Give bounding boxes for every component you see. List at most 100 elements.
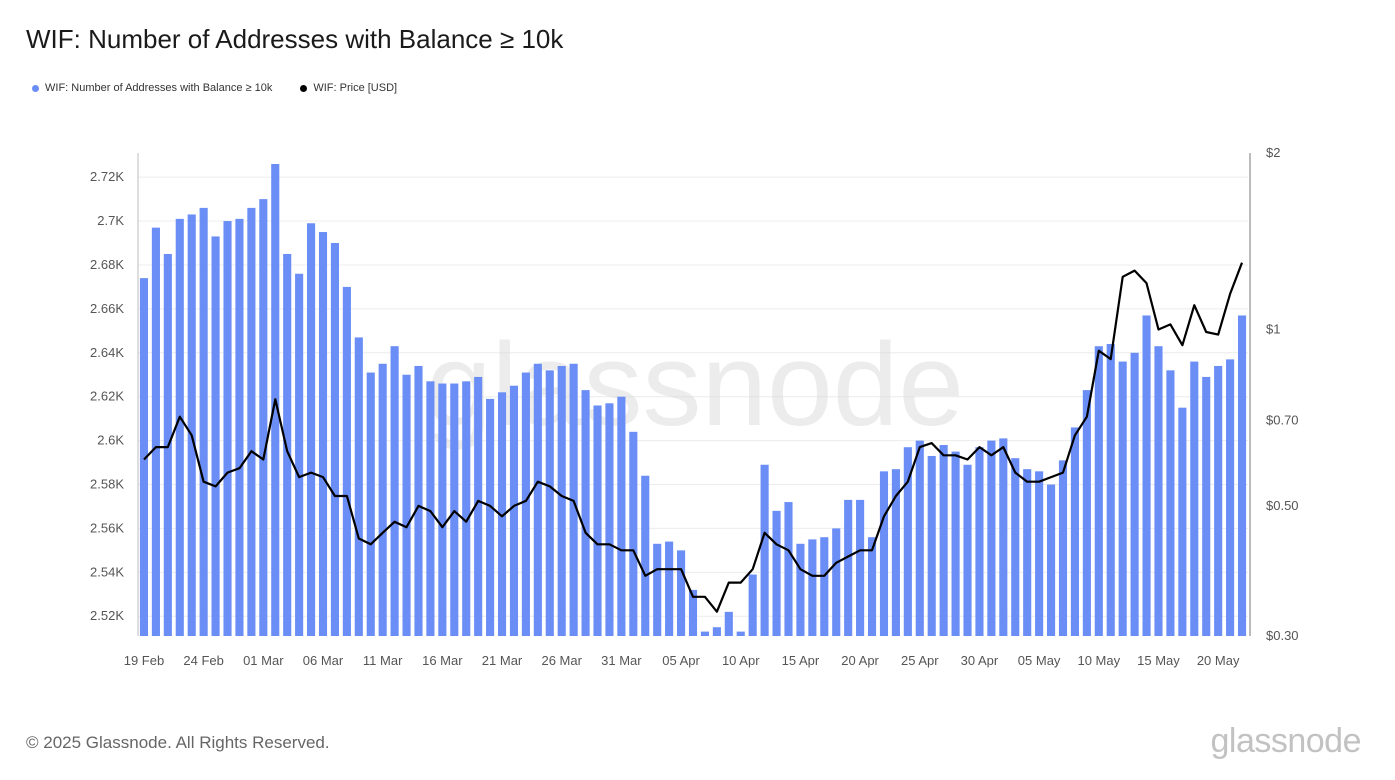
bar bbox=[1214, 365, 1223, 636]
y-right-tick-label: $0.70 bbox=[1266, 412, 1299, 427]
bar bbox=[390, 346, 399, 636]
bar bbox=[951, 451, 960, 636]
bar bbox=[760, 464, 769, 636]
bar bbox=[999, 438, 1008, 636]
x-tick-label: 20 Apr bbox=[841, 653, 879, 668]
bar bbox=[939, 444, 948, 636]
x-tick-label: 26 Mar bbox=[541, 653, 582, 668]
bar bbox=[235, 218, 244, 636]
price-line-layer bbox=[143, 262, 1244, 613]
legend: WIF: Number of Addresses with Balance ≥ … bbox=[32, 82, 397, 94]
y-left-tick-label: 2.52K bbox=[90, 608, 124, 623]
bar bbox=[247, 207, 256, 637]
legend-item-price[interactable]: WIF: Price [USD] bbox=[300, 82, 397, 94]
x-tick-label: 15 Apr bbox=[782, 653, 820, 668]
bar bbox=[354, 337, 363, 636]
bar bbox=[175, 218, 184, 636]
footer-copyright: © 2025 Glassnode. All Rights Reserved. bbox=[26, 733, 330, 752]
bar bbox=[963, 464, 972, 636]
bar bbox=[1035, 471, 1044, 636]
glassnode-logo[interactable]: glassnode bbox=[1210, 722, 1361, 760]
bar bbox=[438, 383, 447, 636]
bar bbox=[867, 537, 877, 636]
bar bbox=[521, 372, 530, 636]
bar bbox=[1154, 346, 1163, 636]
bar bbox=[283, 253, 292, 636]
watermark: glassnode bbox=[426, 319, 964, 451]
bar bbox=[927, 455, 936, 636]
y-left-tick-label: 2.54K bbox=[90, 564, 124, 579]
bar bbox=[1142, 315, 1151, 636]
bar bbox=[402, 374, 411, 636]
legend-item-addresses[interactable]: WIF: Number of Addresses with Balance ≥ … bbox=[32, 82, 272, 94]
x-tick-label: 15 May bbox=[1137, 653, 1180, 668]
bar bbox=[474, 376, 483, 636]
bar bbox=[307, 223, 316, 636]
x-tick-label: 31 Mar bbox=[601, 653, 642, 668]
y-left-tick-label: 2.56K bbox=[90, 520, 124, 535]
y-left-tick-label: 2.6K bbox=[97, 433, 124, 448]
bar bbox=[151, 227, 160, 637]
price-line bbox=[143, 262, 1244, 613]
bar bbox=[641, 475, 650, 636]
legend-label-addresses: WIF: Number of Addresses with Balance ≥ … bbox=[45, 82, 273, 94]
bar bbox=[450, 383, 459, 636]
bar bbox=[748, 574, 757, 636]
bar bbox=[796, 543, 805, 636]
y-left-tick-label: 2.62K bbox=[90, 389, 124, 404]
bar bbox=[856, 499, 865, 636]
bar bbox=[366, 372, 375, 636]
bar bbox=[486, 398, 495, 636]
bar bbox=[1202, 376, 1211, 636]
bar bbox=[879, 471, 889, 636]
y-left-tick-label: 2.66K bbox=[90, 301, 124, 316]
bar bbox=[1118, 361, 1127, 636]
bar bbox=[1166, 370, 1175, 636]
bar bbox=[378, 363, 387, 636]
ticks-layer: 2.52K 2.54K 2.56K 2.58K 2.6K 2.62K 2.64K 2.66K 2… bbox=[90, 145, 1299, 668]
bar bbox=[1058, 460, 1068, 636]
bar bbox=[617, 396, 626, 636]
bar bbox=[1070, 427, 1079, 636]
bar bbox=[509, 385, 519, 636]
bar bbox=[533, 363, 542, 636]
bar bbox=[139, 278, 149, 636]
bar bbox=[832, 528, 841, 636]
legend-marker-price bbox=[300, 84, 308, 92]
x-tick-label: 06 Mar bbox=[303, 653, 344, 668]
bar bbox=[1082, 390, 1091, 636]
x-tick-label: 16 Mar bbox=[422, 653, 463, 668]
bar bbox=[1011, 458, 1020, 636]
bar bbox=[187, 214, 196, 637]
bar bbox=[557, 365, 566, 636]
bar bbox=[1106, 344, 1115, 636]
bar bbox=[772, 510, 781, 636]
x-tick-label: 10 Apr bbox=[722, 653, 760, 668]
bar bbox=[426, 381, 435, 636]
bar bbox=[1226, 359, 1235, 636]
bar bbox=[342, 286, 351, 636]
bar bbox=[211, 236, 220, 636]
legend-label-price: WIF: Price [USD] bbox=[313, 82, 398, 94]
y-left-tick-label: 2.7K bbox=[97, 213, 124, 228]
x-tick-label: 24 Feb bbox=[183, 653, 223, 668]
bar bbox=[1130, 352, 1139, 636]
x-tick-label: 30 Apr bbox=[961, 653, 999, 668]
bar bbox=[259, 199, 268, 636]
bar bbox=[462, 381, 471, 636]
x-tick-label: 25 Apr bbox=[901, 653, 939, 668]
bar bbox=[629, 431, 638, 636]
bar bbox=[1094, 346, 1103, 636]
bar bbox=[712, 627, 721, 636]
bar bbox=[677, 550, 686, 636]
y-right-tick-label: $0.30 bbox=[1266, 628, 1299, 643]
bar bbox=[844, 499, 853, 636]
bar bbox=[700, 631, 709, 636]
bar bbox=[497, 392, 507, 636]
bar bbox=[987, 440, 996, 636]
bar bbox=[330, 243, 339, 636]
bar bbox=[1178, 407, 1187, 636]
bar bbox=[545, 370, 554, 636]
x-tick-label: 21 Mar bbox=[482, 653, 523, 668]
